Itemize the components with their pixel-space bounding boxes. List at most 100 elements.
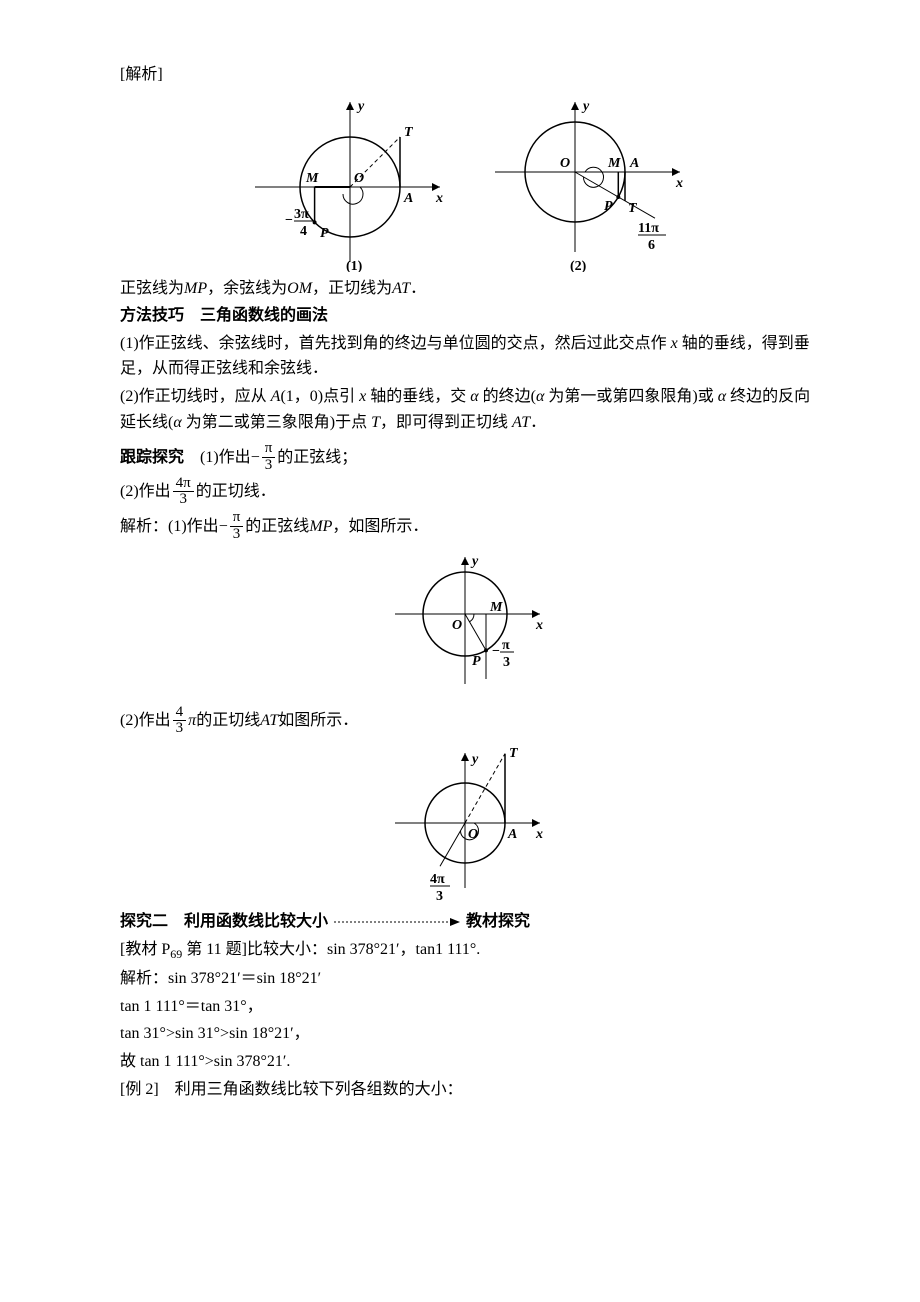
om: OM bbox=[287, 276, 312, 302]
compare-l3: tan 31°>sin 31°>sin 18°21′， bbox=[120, 1021, 820, 1047]
text: [教材 P bbox=[120, 941, 170, 958]
explore-title: 探究二 利用函数线比较大小 bbox=[120, 909, 328, 935]
text: 的终边( bbox=[479, 388, 536, 405]
sub: 69 bbox=[170, 947, 182, 961]
svg-text:M: M bbox=[489, 600, 503, 615]
figure-4: y x O A T 4π 3 bbox=[390, 743, 550, 903]
svg-text:−: − bbox=[285, 213, 293, 228]
svg-text:4π: 4π bbox=[430, 872, 445, 887]
text: (1)作出 bbox=[168, 514, 219, 540]
text: 余弦线为 bbox=[223, 276, 287, 302]
svg-text:O: O bbox=[560, 156, 570, 171]
svg-text:P: P bbox=[604, 199, 613, 214]
svg-text:y: y bbox=[470, 752, 479, 767]
svg-text:y: y bbox=[581, 99, 590, 114]
figure-2: y x O M A P T 11π 6 (2) bbox=[490, 92, 690, 272]
den: 3 bbox=[173, 492, 194, 508]
explore-2: 探究二 利用函数线比较大小 教材探究 bbox=[120, 909, 820, 935]
textbook-ref: [教材 P69 第 11 题]比较大小：sin 378°21′，tan1 111… bbox=[120, 937, 820, 964]
dotted-arrow bbox=[332, 915, 462, 929]
compare-l2: tan 1 111°＝tan 31°， bbox=[120, 994, 820, 1020]
method-title: 方法技巧 三角函数线的画法 bbox=[120, 303, 820, 329]
text: 为第一或第四象限角)或 bbox=[544, 388, 717, 405]
svg-text:y: y bbox=[356, 99, 365, 114]
svg-text:y: y bbox=[470, 554, 479, 569]
svg-text:π: π bbox=[502, 638, 510, 653]
comma: ， bbox=[207, 276, 223, 302]
minus: − bbox=[251, 445, 260, 471]
svg-text:O: O bbox=[468, 827, 478, 842]
pi: π bbox=[188, 708, 196, 734]
figure-3-wrap: y x O M P − π 3 bbox=[120, 549, 820, 699]
num: π bbox=[262, 441, 276, 458]
svg-text:T: T bbox=[404, 125, 414, 140]
figure-row-1: y x T M O A P − 3π 4 (1) y x O M A P T bbox=[120, 92, 820, 272]
svg-text:A: A bbox=[403, 191, 413, 206]
text: ，如图所示． bbox=[332, 514, 428, 540]
method-p2: (2)作正切线时，应从 A(1，0)点引 x 轴的垂线，交 α 的终边(α 为第… bbox=[120, 384, 820, 435]
svg-text:x: x bbox=[435, 191, 443, 206]
svg-text:M: M bbox=[305, 171, 319, 186]
text: 正切线为 bbox=[328, 276, 392, 302]
svg-text:x: x bbox=[675, 176, 683, 191]
svg-text:P: P bbox=[320, 226, 329, 241]
solve-2: (2)作出 43 π 的正切线 AT 如图所示． bbox=[120, 705, 820, 738]
alpha: α bbox=[470, 388, 478, 405]
den: 3 bbox=[262, 458, 276, 474]
follow-1: 跟踪探究 (1)作出 − π3 的正弦线； bbox=[120, 441, 820, 474]
text: 的正弦线 bbox=[245, 514, 309, 540]
t: T bbox=[371, 414, 380, 431]
svg-text:3π: 3π bbox=[294, 207, 309, 222]
at: AT bbox=[512, 414, 530, 431]
fraction: π3 bbox=[262, 441, 276, 474]
text: 正弦线为 bbox=[120, 276, 184, 302]
text: (1，0)点引 bbox=[280, 388, 359, 405]
num: π bbox=[230, 510, 244, 527]
alpha: α bbox=[718, 388, 726, 405]
text: ，即可得到正切线 bbox=[380, 414, 512, 431]
analysis-label: [解析] bbox=[120, 62, 820, 88]
svg-text:A: A bbox=[629, 156, 639, 171]
solve-label: 解析： bbox=[120, 514, 168, 540]
den: 3 bbox=[173, 721, 187, 737]
svg-text:x: x bbox=[535, 827, 543, 842]
svg-text:P: P bbox=[472, 654, 481, 669]
compare-l4: 故 tan 1 111°>sin 378°21′. bbox=[120, 1049, 820, 1075]
num: 4π bbox=[173, 476, 194, 493]
follow-label: 跟踪探究 bbox=[120, 445, 184, 471]
svg-text:3: 3 bbox=[436, 889, 443, 903]
period: ． bbox=[410, 276, 426, 302]
method-p1: (1)作正弦线、余弦线时，首先找到角的终边与单位圆的交点，然后过此交点作 x 轴… bbox=[120, 331, 820, 382]
text: 的正切线． bbox=[196, 479, 276, 505]
svg-text:T: T bbox=[628, 201, 638, 216]
mp: MP bbox=[184, 276, 207, 302]
text: (2)作出 bbox=[120, 708, 171, 734]
svg-text:O: O bbox=[452, 618, 462, 633]
text: 轴的垂线，交 bbox=[366, 388, 470, 405]
mp: MP bbox=[309, 514, 332, 540]
at: AT bbox=[260, 708, 278, 734]
svg-text:6: 6 bbox=[648, 238, 655, 253]
text: (2)作出 bbox=[120, 479, 171, 505]
period: ． bbox=[530, 414, 546, 431]
text: 为第二或第三象限角)于点 bbox=[182, 414, 371, 431]
num: 4 bbox=[173, 705, 187, 722]
follow-2: (2)作出 4π3 的正切线． bbox=[120, 476, 820, 509]
svg-text:4: 4 bbox=[300, 224, 307, 239]
comma: ， bbox=[312, 276, 328, 302]
fraction: 43 bbox=[173, 705, 187, 738]
svg-text:11π: 11π bbox=[638, 221, 659, 236]
minus: − bbox=[219, 514, 228, 540]
alpha: α bbox=[173, 414, 181, 431]
svg-text:T: T bbox=[509, 746, 519, 761]
text: 如图所示． bbox=[278, 708, 358, 734]
text: (1)作正弦线、余弦线时，首先找到角的终边与单位圆的交点，然后过此交点作 bbox=[120, 335, 671, 352]
svg-text:−: − bbox=[492, 644, 500, 659]
x: x bbox=[671, 335, 678, 352]
svg-text:(2): (2) bbox=[570, 259, 587, 272]
figure-1: y x T M O A P − 3π 4 (1) bbox=[250, 92, 450, 272]
figure-4-wrap: y x O A T 4π 3 bbox=[120, 743, 820, 903]
text: 的正切线 bbox=[196, 708, 260, 734]
sine-cos-tan-line: 正弦线为 MP ， 余弦线为 OM ， 正切线为 AT ． bbox=[120, 276, 820, 302]
figure-3: y x O M P − π 3 bbox=[390, 549, 550, 699]
